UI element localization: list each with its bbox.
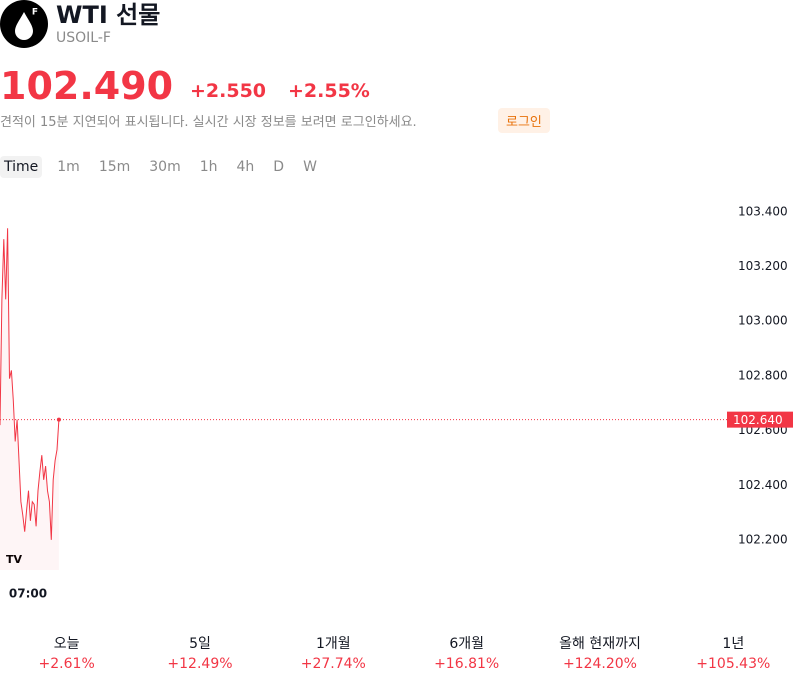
y-tick-label: 103.400 bbox=[738, 204, 788, 218]
period-label: 6개월 bbox=[449, 636, 484, 652]
period-label: 올해 현재까지 bbox=[559, 636, 641, 652]
period-change: +124.20% bbox=[562, 656, 637, 672]
price-line bbox=[0, 228, 60, 540]
timeframe-tab[interactable]: D bbox=[273, 159, 285, 175]
period[interactable]: 1개월 +27.74% bbox=[267, 634, 400, 674]
period-label: 5일 bbox=[189, 636, 211, 652]
delay-notice: 견적이 15분 지연되어 표시됩니다. 실시간 시장 정보를 보려면 로그인하세… bbox=[0, 115, 417, 130]
timeframe-tab[interactable]: 1m bbox=[57, 159, 80, 175]
logo-badge: F bbox=[32, 8, 38, 18]
y-tick-label: 102.200 bbox=[738, 532, 788, 546]
timeframe-tab[interactable]: 4h bbox=[236, 159, 255, 175]
period-label: 오늘 bbox=[53, 636, 80, 652]
timeframe-tab[interactable]: 30m bbox=[149, 159, 181, 175]
period-label: 1년 bbox=[722, 636, 745, 652]
timeframe-tabs: Time 1m 15m 30m 1h 4h D W bbox=[0, 156, 332, 178]
period[interactable]: 오늘 +2.61% bbox=[0, 634, 133, 674]
period[interactable]: 5일 +12.49% bbox=[133, 634, 266, 674]
timeframe-tab[interactable]: Time bbox=[0, 156, 43, 178]
last-price-label: 102.640 bbox=[733, 413, 783, 427]
logo-drop bbox=[15, 12, 33, 40]
y-tick-label: 102.400 bbox=[738, 478, 788, 492]
period-change: +12.49% bbox=[167, 656, 233, 672]
change-percent: +2.55% bbox=[288, 80, 370, 102]
change: +2.550 bbox=[190, 80, 267, 102]
price: 102.490 bbox=[0, 64, 174, 108]
period[interactable]: 1년 +105.43% bbox=[667, 634, 800, 674]
y-tick-label: 103.200 bbox=[738, 259, 788, 273]
price-area bbox=[0, 228, 59, 571]
tv-logo: TV bbox=[6, 553, 23, 566]
periods: 오늘 +2.61% 5일 +12.49% 1개월 +27.74% 6개월 +16.81% 올해 … bbox=[0, 634, 800, 674]
x-tick-label: 07:00 bbox=[9, 587, 47, 601]
period-change: +27.74% bbox=[300, 656, 366, 672]
y-tick-label: 103.000 bbox=[738, 314, 788, 328]
last-point bbox=[56, 417, 61, 422]
period-change: +16.81% bbox=[434, 656, 500, 672]
y-tick-label: 102.800 bbox=[738, 368, 788, 382]
title: WTI 선물 bbox=[56, 1, 161, 29]
symbol: USOIL-F bbox=[56, 30, 111, 46]
period-change: +105.43% bbox=[696, 656, 771, 672]
last-price-box bbox=[727, 411, 793, 428]
login-button[interactable]: 로그인 bbox=[498, 108, 550, 133]
period[interactable]: 6개월 +16.81% bbox=[400, 634, 533, 674]
period-label: 1개월 bbox=[315, 636, 351, 652]
period-change: +2.61% bbox=[38, 656, 95, 672]
timeframe-tab[interactable]: 1h bbox=[199, 159, 218, 175]
timeframe-tab[interactable]: 15m bbox=[98, 159, 131, 175]
period[interactable]: 올해 현재까지 +124.20% bbox=[533, 634, 666, 674]
timeframe-tab[interactable]: W bbox=[303, 159, 317, 175]
